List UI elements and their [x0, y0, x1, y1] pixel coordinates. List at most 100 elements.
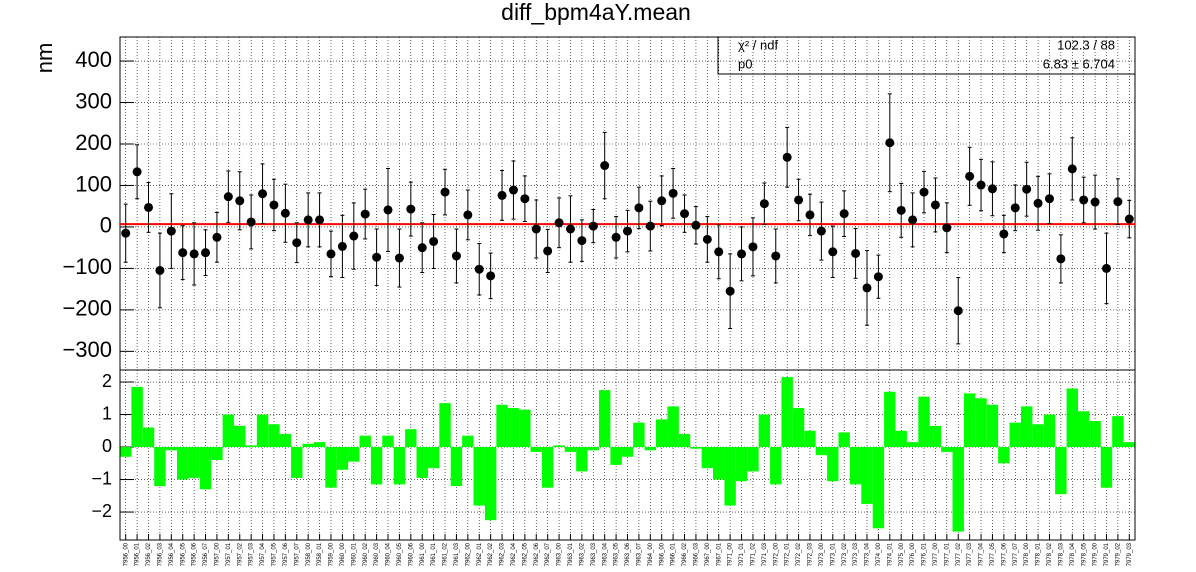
bar	[576, 447, 588, 472]
x-tick-label: 7978_00	[1024, 542, 1030, 566]
bar	[587, 447, 599, 451]
chart-title: diff_bpm4aY.mean	[501, 0, 691, 25]
x-tick-label: 7962_05	[522, 542, 528, 566]
bar	[142, 427, 155, 448]
data-point	[1044, 194, 1054, 204]
data-point	[771, 251, 781, 261]
bar	[302, 443, 314, 448]
bar	[610, 447, 622, 465]
data-point	[953, 306, 963, 316]
data-point	[748, 242, 758, 252]
bar	[838, 432, 850, 448]
data-point	[839, 209, 849, 219]
x-tick-label: 7956_02	[146, 542, 152, 566]
bar	[621, 447, 634, 457]
bar	[804, 430, 816, 448]
x-tick-label: 7962_04	[511, 542, 517, 566]
data-point	[1022, 184, 1032, 194]
data-point	[1124, 214, 1134, 224]
data-point	[611, 232, 621, 242]
bar	[336, 447, 349, 470]
x-tick-label: 7960_01	[351, 542, 357, 566]
bar	[462, 435, 474, 448]
bar	[507, 408, 520, 448]
data-point	[235, 196, 245, 206]
y-tick-label: −1	[91, 468, 112, 488]
data-point	[623, 226, 632, 236]
y-tick-label: 1	[102, 403, 112, 423]
bar	[211, 447, 223, 461]
stats-value: 102.3 / 88	[1057, 37, 1115, 52]
data-point	[212, 232, 222, 242]
x-tick-label: 7977_07	[1013, 542, 1019, 566]
data-point	[360, 209, 370, 219]
x-tick-label: 7961_01	[431, 542, 437, 566]
data-point	[828, 247, 838, 257]
x-tick-label: 7977_00	[933, 542, 939, 566]
x-tick-label: 7956_00	[123, 542, 129, 566]
y-tick-label: 0	[100, 213, 112, 238]
bar	[348, 447, 360, 462]
bar	[792, 408, 805, 448]
x-tick-label: 7974_00	[876, 542, 882, 566]
x-tick-label: 7957_01	[226, 542, 232, 566]
bar	[975, 398, 987, 448]
data-point	[132, 167, 142, 177]
bar	[849, 447, 862, 485]
bar	[530, 447, 542, 452]
data-point	[451, 251, 461, 261]
x-tick-label: 7963_06	[625, 542, 631, 566]
x-tick-label: 7977_04	[979, 542, 985, 566]
data-point	[474, 264, 484, 274]
data-point	[691, 220, 701, 230]
data-point	[429, 236, 439, 246]
data-point	[588, 221, 598, 231]
bar	[758, 414, 771, 448]
bar	[1020, 406, 1033, 448]
data-point	[794, 195, 804, 205]
x-tick-label: 7956_01	[135, 542, 141, 566]
data-point	[303, 215, 313, 225]
data-point	[851, 248, 861, 258]
x-tick-label: 7962_06	[534, 542, 540, 566]
data-point	[394, 253, 404, 263]
bar	[370, 447, 383, 485]
x-tick-label: 7976_01	[922, 542, 928, 566]
x-tick-label: 7977_01	[944, 542, 950, 566]
x-tick-label: 7971_02	[751, 542, 757, 566]
data-point	[406, 204, 416, 214]
bar	[553, 445, 565, 448]
bar	[747, 447, 759, 472]
x-tick-label: 7956_06	[192, 542, 198, 566]
x-tick-label: 7957_03	[249, 542, 255, 566]
bar	[325, 447, 337, 488]
bar	[416, 447, 428, 478]
bar	[496, 404, 508, 448]
data-point	[121, 228, 131, 238]
data-point	[634, 203, 644, 213]
data-point	[463, 210, 473, 220]
data-point	[645, 221, 655, 231]
data-point	[1067, 164, 1077, 174]
x-tick-label: 7961_03	[454, 542, 460, 566]
x-tick-label: 7962_00	[465, 542, 471, 566]
bar	[1055, 447, 1067, 495]
bar	[998, 447, 1010, 464]
x-tick-label: 7973_03	[853, 542, 859, 566]
bar	[918, 396, 930, 448]
data-point	[189, 249, 199, 259]
data-point	[1056, 254, 1066, 264]
y-axis-title: nm	[32, 43, 57, 74]
x-tick-label: 7978_01	[1036, 542, 1042, 566]
bar	[1123, 442, 1135, 448]
bar	[291, 447, 303, 478]
bar	[188, 447, 200, 478]
data-point	[885, 138, 895, 148]
x-tick-label: 7966_03	[694, 542, 700, 566]
data-point	[178, 248, 188, 258]
data-point	[987, 184, 997, 194]
data-point	[349, 231, 359, 241]
bar	[644, 447, 657, 451]
data-point	[725, 286, 735, 296]
bar	[222, 414, 235, 448]
